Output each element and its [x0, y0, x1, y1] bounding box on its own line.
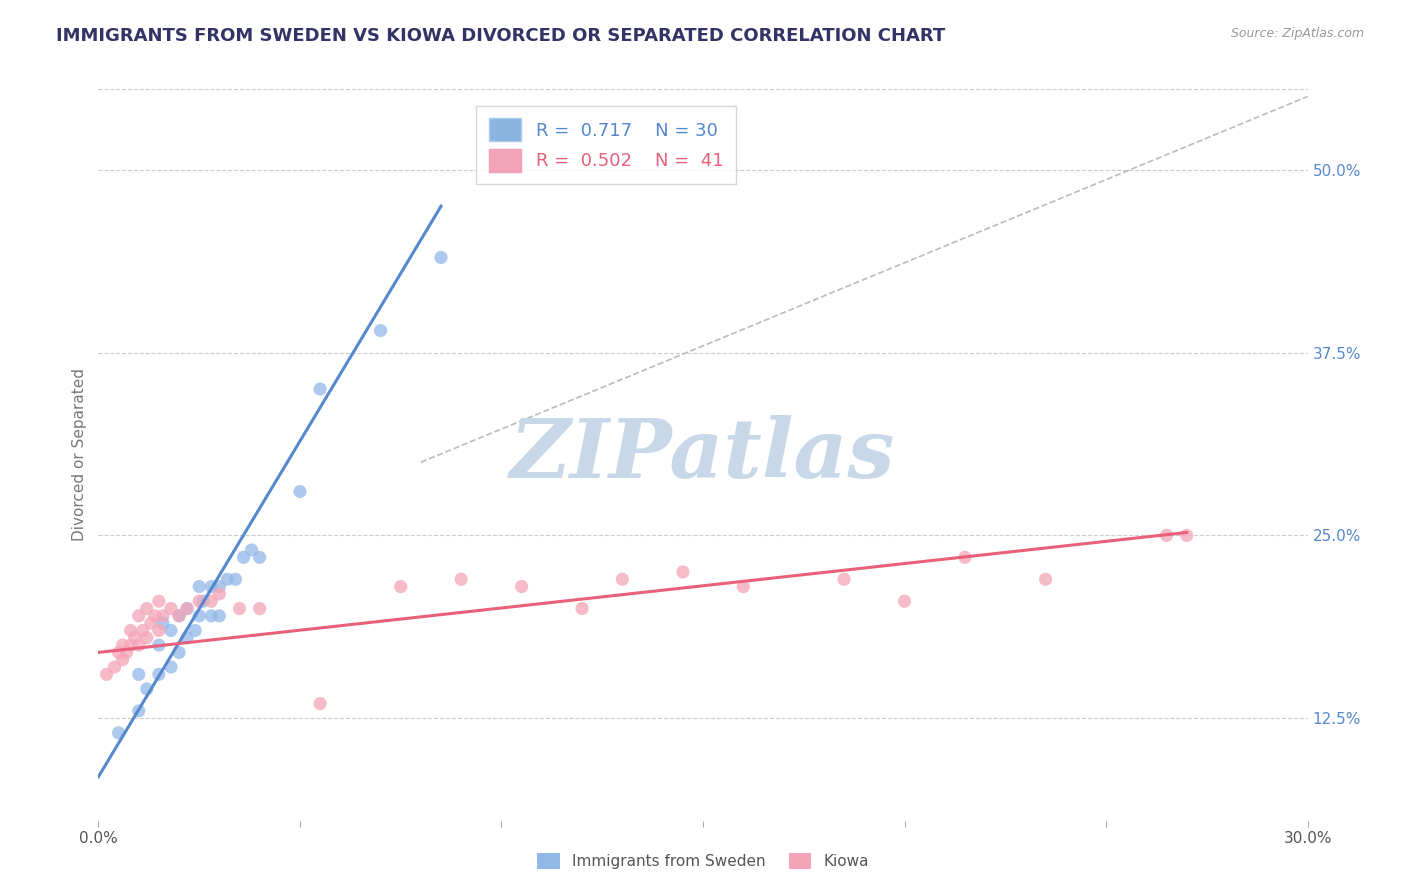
Point: [208, 580, 231, 594]
Y-axis label: Divorced or Separated: Divorced or Separated: [72, 368, 87, 541]
Point: [128, 638, 150, 652]
Point: [152, 608, 174, 623]
Point: [148, 638, 170, 652]
Point: [309, 382, 332, 396]
Point: [288, 484, 311, 499]
Point: [450, 572, 472, 586]
Point: [240, 543, 263, 558]
Point: [193, 594, 215, 608]
Point: [571, 601, 593, 615]
Point: [389, 580, 412, 594]
Point: [135, 601, 157, 615]
Point: [143, 608, 166, 623]
Point: [176, 631, 198, 645]
Point: [111, 653, 134, 667]
Point: [96, 667, 118, 681]
Point: [128, 704, 150, 718]
Point: [953, 550, 976, 565]
Text: Source: ZipAtlas.com: Source: ZipAtlas.com: [1230, 27, 1364, 40]
Point: [188, 608, 211, 623]
Point: [139, 616, 162, 631]
Point: [107, 726, 129, 740]
Point: [370, 324, 392, 338]
Point: [176, 601, 198, 615]
Point: [612, 572, 634, 586]
Point: [430, 251, 453, 265]
Point: [167, 645, 190, 659]
Point: [107, 645, 129, 659]
Point: [208, 587, 231, 601]
Point: [1175, 528, 1198, 542]
Point: [733, 580, 755, 594]
Point: [167, 608, 190, 623]
Point: [672, 565, 695, 579]
Point: [111, 638, 134, 652]
Point: [128, 608, 150, 623]
Text: IMMIGRANTS FROM SWEDEN VS KIOWA DIVORCED OR SEPARATED CORRELATION CHART: IMMIGRANTS FROM SWEDEN VS KIOWA DIVORCED…: [56, 27, 945, 45]
Point: [188, 580, 211, 594]
Point: [309, 697, 332, 711]
Point: [200, 580, 222, 594]
Point: [115, 645, 138, 659]
Point: [1035, 572, 1057, 586]
Point: [160, 660, 183, 674]
Point: [103, 660, 125, 674]
Point: [1156, 528, 1178, 542]
Point: [232, 550, 254, 565]
Point: [893, 594, 915, 608]
Point: [217, 572, 239, 586]
Point: [832, 572, 855, 586]
Point: [188, 594, 211, 608]
Point: [124, 631, 146, 645]
Point: [148, 667, 170, 681]
Point: [128, 667, 150, 681]
Point: [200, 594, 222, 608]
Point: [160, 624, 183, 638]
Point: [135, 681, 157, 696]
Point: [132, 624, 155, 638]
Point: [120, 624, 142, 638]
Point: [148, 594, 170, 608]
Point: [148, 624, 170, 638]
Point: [228, 601, 250, 615]
Legend: Immigrants from Sweden, Kiowa: Immigrants from Sweden, Kiowa: [530, 847, 876, 875]
Text: ZIPatlas: ZIPatlas: [510, 415, 896, 495]
Point: [167, 608, 190, 623]
Point: [184, 624, 207, 638]
Point: [135, 631, 157, 645]
Point: [224, 572, 246, 586]
Point: [120, 638, 142, 652]
Point: [176, 601, 198, 615]
Point: [249, 550, 271, 565]
Point: [160, 601, 183, 615]
Point: [249, 601, 271, 615]
Point: [510, 580, 533, 594]
Point: [152, 616, 174, 631]
Legend: R =  0.717    N = 30, R =  0.502    N =  41: R = 0.717 N = 30, R = 0.502 N = 41: [477, 105, 737, 185]
Point: [200, 608, 222, 623]
Point: [208, 608, 231, 623]
